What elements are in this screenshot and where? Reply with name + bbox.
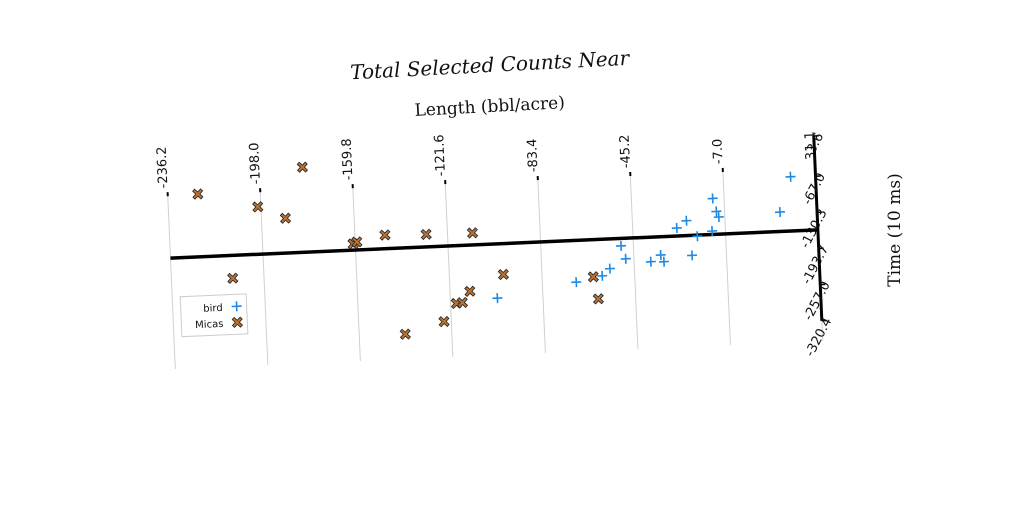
grid-line <box>168 194 176 369</box>
x-tick-label: -83.4 <box>525 138 541 172</box>
point <box>571 277 581 287</box>
x-tick-label: -159.8 <box>340 138 357 181</box>
point <box>467 228 477 238</box>
point <box>280 213 290 223</box>
point <box>605 263 615 273</box>
x-tick-label: -7.0 <box>710 138 726 164</box>
reference-line <box>170 230 817 258</box>
point <box>714 212 724 222</box>
point <box>193 189 203 199</box>
grid-line <box>445 182 453 357</box>
point <box>707 193 717 203</box>
point <box>785 172 795 182</box>
x-tick-label: -198.0 <box>247 142 264 185</box>
point <box>421 229 431 239</box>
point <box>465 286 475 296</box>
point <box>646 257 656 267</box>
grid-line <box>630 174 638 349</box>
point <box>297 162 307 172</box>
point <box>621 254 631 264</box>
point <box>228 273 238 283</box>
y-tick-label: -257.0 <box>801 279 834 323</box>
grid-line <box>353 186 361 361</box>
y-axis-label: Time (10 ms) <box>885 173 905 287</box>
grid-line <box>260 190 268 365</box>
point <box>439 316 449 326</box>
x-tick-label: -45.2 <box>618 134 634 168</box>
x-axis-label: Length (bbl/acre) <box>414 93 565 121</box>
point <box>380 230 390 240</box>
point <box>593 294 603 304</box>
point <box>687 250 697 260</box>
point <box>692 231 702 241</box>
point <box>616 241 626 251</box>
point <box>492 293 502 303</box>
point <box>711 206 721 216</box>
legend-label: bird <box>203 303 223 315</box>
point <box>400 329 410 339</box>
y-tick-label: -193.7 <box>800 243 833 287</box>
x-tick-label: -236.2 <box>155 146 172 189</box>
point <box>498 269 508 279</box>
y-tick-label: -320.4 <box>803 315 836 359</box>
point <box>681 216 691 226</box>
chart-title: Total Selected Counts Near <box>350 46 631 85</box>
point <box>588 272 598 282</box>
point <box>775 207 785 217</box>
grid-line <box>723 170 731 345</box>
legend-label: Micas <box>195 319 224 331</box>
y-tick-label: -67.0 <box>800 171 829 208</box>
grid-line <box>538 178 546 353</box>
point <box>672 223 682 233</box>
x-tick-label: -121.6 <box>432 134 449 177</box>
